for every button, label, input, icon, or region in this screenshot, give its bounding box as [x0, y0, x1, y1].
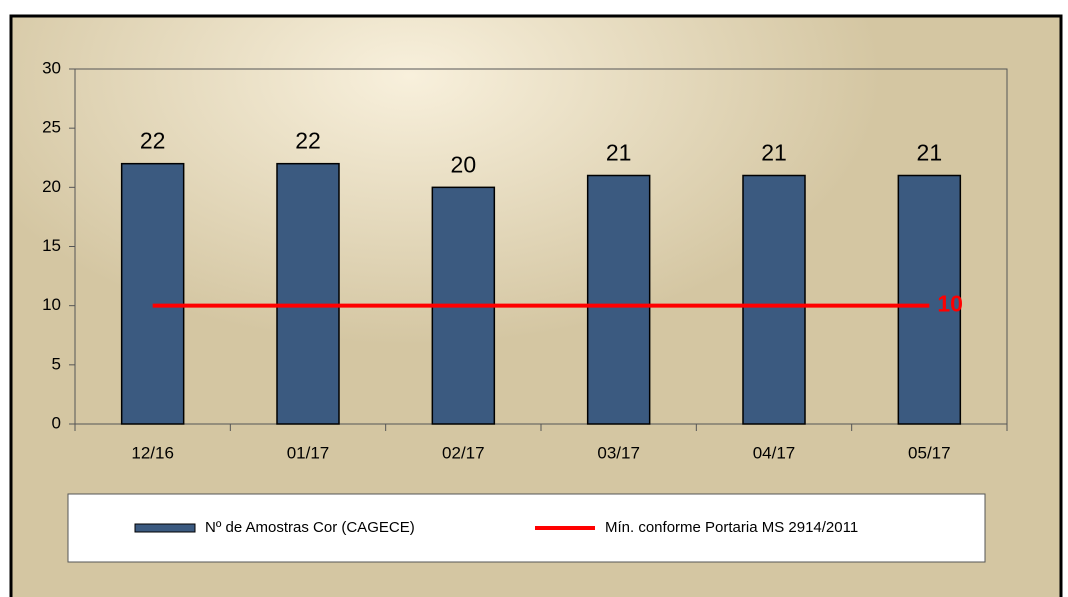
bar: [276, 162, 340, 425]
legend-label: Nº de Amostras Cor (CAGECE): [205, 519, 415, 536]
x-tick-label: 05/17: [908, 443, 951, 462]
bar: [586, 174, 651, 425]
y-tick-label: 15: [42, 236, 61, 255]
data-label: 21: [606, 140, 632, 166]
data-label: 22: [140, 128, 166, 154]
x-tick-label: 01/17: [287, 443, 330, 462]
x-tick-label: 02/17: [442, 443, 485, 462]
data-label: 22: [295, 128, 321, 154]
y-tick-label: 20: [42, 177, 61, 196]
x-tick-label: 03/17: [597, 443, 640, 462]
x-tick-label: 04/17: [753, 443, 796, 462]
legend: [67, 493, 986, 563]
legend-swatch: [134, 523, 196, 533]
legend-label: Mín. conforme Portaria MS 2914/2011: [605, 519, 858, 536]
y-tick-label: 30: [42, 58, 61, 77]
data-label: 21: [761, 140, 787, 166]
x-tick-label: 12/16: [131, 443, 174, 462]
data-label: 20: [451, 151, 477, 177]
y-tick-label: 0: [52, 413, 61, 432]
y-tick-label: 25: [42, 118, 61, 137]
bar: [742, 174, 806, 425]
y-tick-label: 10: [42, 295, 61, 314]
data-label: 10: [937, 291, 963, 317]
bar: [120, 162, 185, 425]
y-tick-label: 5: [52, 354, 61, 373]
data-label: 21: [917, 140, 943, 166]
bar: [897, 174, 962, 425]
